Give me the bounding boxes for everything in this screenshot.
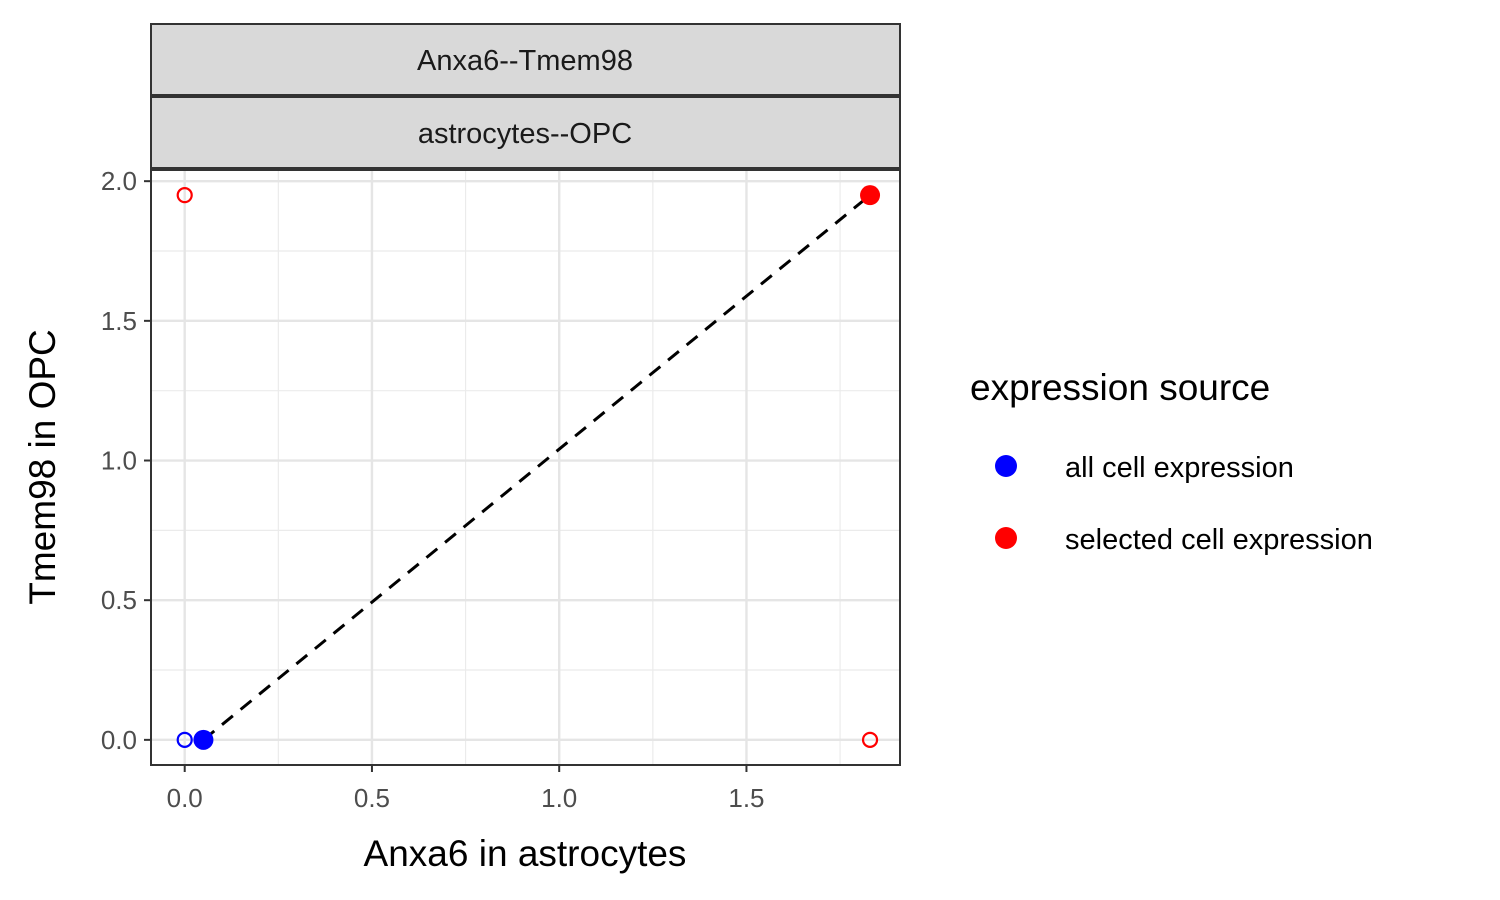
grid-major xyxy=(151,170,900,765)
legend: expression source all cell expression se… xyxy=(970,367,1373,556)
x-tick-label: 0.5 xyxy=(354,783,390,813)
grid-minor xyxy=(151,170,900,765)
y-tick-label: 0.5 xyxy=(101,585,137,615)
y-axis-title: Tmem98 in OPC xyxy=(22,329,63,605)
y-tick-label: 1.0 xyxy=(101,446,137,476)
facet-strip-1: Anxa6--Tmem98 xyxy=(150,23,901,96)
y-tick-label: 0.0 xyxy=(101,725,137,755)
facet-strip-2: astrocytes--OPC xyxy=(150,96,901,169)
legend-label-selected-cell: selected cell expression xyxy=(1065,524,1373,556)
data-point-selected-cell-2 xyxy=(861,731,879,748)
data-point-all-cell-1 xyxy=(176,731,193,748)
y-tick-label: 2.0 xyxy=(101,166,137,196)
legend-item-selected-cell: selected cell expression xyxy=(995,524,1373,556)
data-point-all-cell-2 xyxy=(193,729,214,750)
x-axis: 0.0 0.5 1.0 1.5 xyxy=(167,765,765,813)
x-axis-title: Anxa6 in astrocytes xyxy=(364,833,687,874)
facet-label-1: Anxa6--Tmem98 xyxy=(417,45,633,77)
y-tick-label: 1.5 xyxy=(101,306,137,336)
facet-label-2: astrocytes--OPC xyxy=(418,118,632,150)
data-points xyxy=(176,185,881,750)
legend-key-selected-cell xyxy=(995,527,1017,549)
legend-item-all-cell: all cell expression xyxy=(995,452,1294,484)
plot-panel xyxy=(150,169,901,766)
legend-title: expression source xyxy=(970,367,1270,408)
x-tick-label: 1.0 xyxy=(541,783,577,813)
legend-label-all-cell: all cell expression xyxy=(1065,452,1294,484)
data-point-selected-cell-1 xyxy=(176,187,193,204)
legend-key-all-cell xyxy=(995,455,1017,477)
x-tick-label: 0.0 xyxy=(167,783,203,813)
y-axis: 0.0 0.5 1.0 1.5 2.0 xyxy=(101,166,151,755)
data-point-selected-cell-3 xyxy=(860,185,881,206)
x-tick-label: 1.5 xyxy=(728,783,764,813)
